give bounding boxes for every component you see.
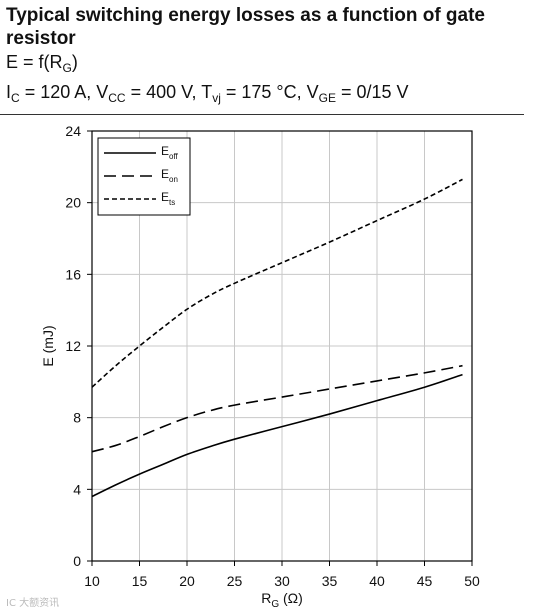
- cond-vge-rest: = 0/15 V: [335, 82, 409, 102]
- y-tick-label: 20: [65, 195, 81, 211]
- cond-vge-main: V: [306, 82, 319, 102]
- formula-prefix: E = f(R: [6, 52, 63, 72]
- series-line-e-ts: [91, 178, 463, 388]
- x-tick-label: 35: [322, 573, 338, 589]
- formula-line: E = f(RG): [6, 50, 546, 80]
- legend-label: Eon: [161, 167, 178, 184]
- cond-tvj-main: T: [201, 82, 213, 102]
- formula-suffix: ): [71, 52, 78, 72]
- x-tick-label: 15: [132, 573, 148, 589]
- y-axis-label: E (mJ): [40, 325, 56, 366]
- x-tick-label: 20: [179, 573, 195, 589]
- y-tick-label: 8: [73, 410, 81, 426]
- conditions-line: IC = 120 A, VCC = 400 V, Tvj = 175 °C, V…: [6, 80, 546, 110]
- series-line-e-on: [91, 364, 463, 453]
- cond-vge-sub: GE: [318, 91, 336, 105]
- cond-ic-sub: C: [11, 91, 20, 105]
- x-tick-label: 50: [464, 573, 480, 589]
- chart-title: Typical switching energy losses as a fun…: [6, 5, 485, 49]
- y-tick-label: 16: [65, 266, 81, 282]
- y-tick-label: 12: [65, 338, 81, 354]
- cond-ic-main: I: [6, 82, 12, 102]
- cond-vcc-rest: = 400 V,: [125, 82, 202, 102]
- cond-ic-rest: = 120 A,: [19, 82, 97, 102]
- x-tick-label: 45: [417, 573, 433, 589]
- cond-tvj-sub: vj: [212, 91, 221, 105]
- header-divider: [0, 114, 524, 115]
- watermark: IC 大额资讯: [6, 598, 60, 609]
- y-tick-label: 24: [65, 123, 81, 139]
- legend-label: Ets: [161, 190, 175, 207]
- cond-vcc-main: V: [96, 82, 109, 102]
- cond-tvj-rest: = 175 °C,: [220, 82, 307, 102]
- chart-header: Typical switching energy losses as a fun…: [6, 0, 546, 110]
- cond-vcc-sub: CC: [108, 91, 126, 105]
- legend-label: Eoff: [161, 144, 179, 161]
- x-tick-label: 30: [274, 573, 290, 589]
- x-tick-label: 10: [84, 573, 100, 589]
- series-line-e-off: [91, 373, 463, 498]
- formula-sub: G: [62, 61, 72, 75]
- x-axis-label: RG (Ω): [261, 590, 303, 610]
- y-tick-label: 4: [73, 481, 81, 497]
- y-tick-label: 0: [73, 553, 81, 569]
- x-tick-label: 25: [227, 573, 243, 589]
- x-tick-label: 40: [369, 573, 385, 589]
